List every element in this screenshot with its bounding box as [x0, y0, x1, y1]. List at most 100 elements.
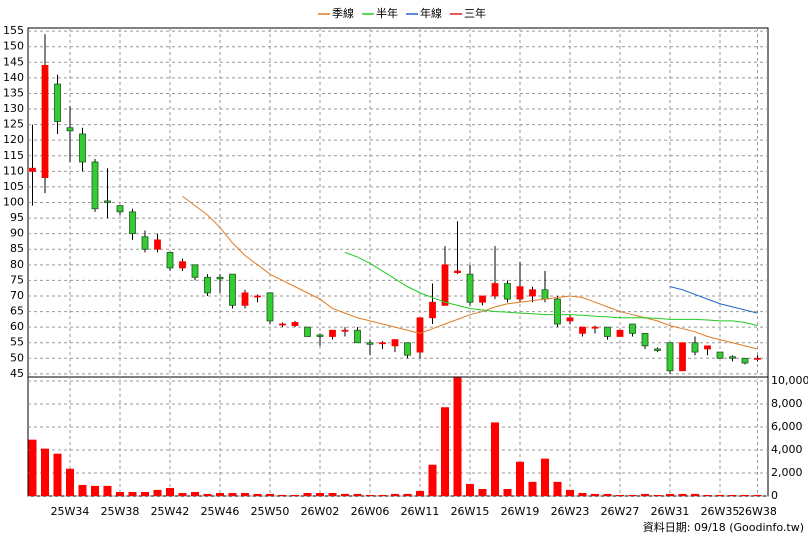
y-tick-label: 125	[3, 118, 24, 131]
y-tick-label: 70	[10, 289, 24, 302]
volume-bar	[391, 493, 399, 496]
candle-body	[304, 326, 311, 337]
volume-bar	[491, 422, 499, 496]
volume-bar	[541, 458, 549, 496]
volume-bar	[478, 488, 487, 496]
candle-body	[454, 270, 461, 274]
volume-bar	[453, 377, 462, 496]
candle-body	[91, 161, 99, 210]
candle-body	[254, 295, 261, 298]
candle-body	[666, 342, 674, 372]
y-tick-label: 45	[10, 367, 24, 380]
candle-body	[391, 339, 399, 347]
candle-body	[604, 326, 611, 337]
y-tick-label: 90	[10, 227, 24, 240]
y-tick-label: 145	[3, 55, 24, 68]
candle-body	[291, 322, 299, 326]
candle-body	[266, 292, 274, 322]
ma-line	[669, 286, 758, 314]
volume-bar	[466, 483, 474, 496]
volume-bar	[366, 494, 374, 496]
candle-body	[404, 342, 411, 356]
candle-body	[341, 329, 349, 332]
candle-body	[54, 83, 61, 122]
candle-body	[566, 317, 574, 322]
volume-bar	[28, 439, 37, 496]
candle-body	[141, 236, 149, 250]
candle-body	[104, 200, 111, 203]
legend-label: 年線	[420, 6, 442, 20]
y-tick-label: 85	[10, 242, 24, 255]
volume-bar	[253, 493, 262, 496]
volume-bar	[341, 493, 349, 496]
y-tick-label: 55	[10, 336, 24, 349]
x-tick-label: 25W46	[201, 505, 240, 518]
ma-line	[182, 195, 758, 350]
y-tick-label: 120	[3, 133, 24, 146]
x-tick-label: 25W42	[151, 505, 190, 518]
volume-bar	[616, 494, 624, 496]
volume-bar	[116, 491, 124, 496]
candle-body	[216, 276, 224, 280]
candle-body	[629, 323, 636, 334]
x-tick-label: 26W23	[551, 505, 590, 518]
volume-bar	[166, 487, 174, 496]
x-tick-label: 26W31	[651, 505, 690, 518]
y2-tick-label: 10,000	[771, 374, 808, 387]
volume-bar	[303, 493, 312, 496]
candle-body	[654, 348, 661, 351]
volume-bar	[216, 493, 224, 496]
candle-body	[279, 323, 286, 326]
volume-bar	[91, 485, 99, 496]
candle-body	[66, 127, 74, 132]
y-tick-label: 100	[3, 196, 24, 209]
candle-body	[366, 342, 374, 345]
y2-tick-label: 8,000	[771, 397, 803, 410]
x-tick-label: 26W19	[501, 505, 540, 518]
y-tick-label: 95	[10, 211, 24, 224]
volume-bar	[266, 493, 274, 496]
y2-tick-label: 0	[771, 489, 778, 502]
candle-body	[716, 351, 724, 359]
x-tick-label: 25W38	[101, 505, 140, 518]
volume-bar	[528, 481, 537, 496]
volume-bar	[516, 461, 524, 496]
volume-bar	[416, 490, 424, 496]
volume-bar	[716, 494, 724, 496]
volume-bar	[428, 464, 437, 496]
volume-bar	[741, 494, 749, 496]
candle-body	[691, 342, 699, 353]
candle-body	[754, 357, 761, 360]
x-tick-label: 26W06	[351, 505, 390, 518]
candle-body	[641, 332, 649, 347]
candle-body	[554, 298, 561, 325]
footnote: 資料日期: 09/18 (Goodinfo.tw)	[643, 520, 804, 534]
y-tick-label: 105	[3, 180, 24, 193]
candle-body	[529, 289, 536, 297]
candle-body	[491, 283, 499, 297]
volume-bar	[728, 494, 737, 496]
candle-body	[241, 292, 249, 306]
legend-label: 季線	[332, 6, 354, 20]
y-tick-label: 155	[3, 24, 24, 37]
x-tick-label: 25W50	[251, 505, 290, 518]
y-tick-label: 130	[3, 102, 24, 115]
candle-body	[204, 276, 211, 294]
volume-bar	[78, 484, 87, 496]
y-tick-label: 65	[10, 305, 24, 318]
x-tick-label: 26W11	[401, 505, 440, 518]
volume-bar	[153, 489, 162, 496]
candle-body	[29, 167, 36, 172]
legend-label: 半年	[376, 6, 398, 20]
x-tick-label: 26W35	[701, 505, 740, 518]
volume-panel	[27, 376, 769, 497]
candle-body	[679, 342, 686, 372]
candle-body	[154, 239, 161, 250]
volume-bar	[353, 493, 362, 496]
volume-bar	[203, 493, 212, 496]
volume-bar	[578, 493, 587, 496]
volume-bar	[53, 453, 62, 496]
volume-bar	[603, 493, 612, 496]
candle-body	[516, 286, 524, 300]
candle-body	[229, 273, 236, 306]
